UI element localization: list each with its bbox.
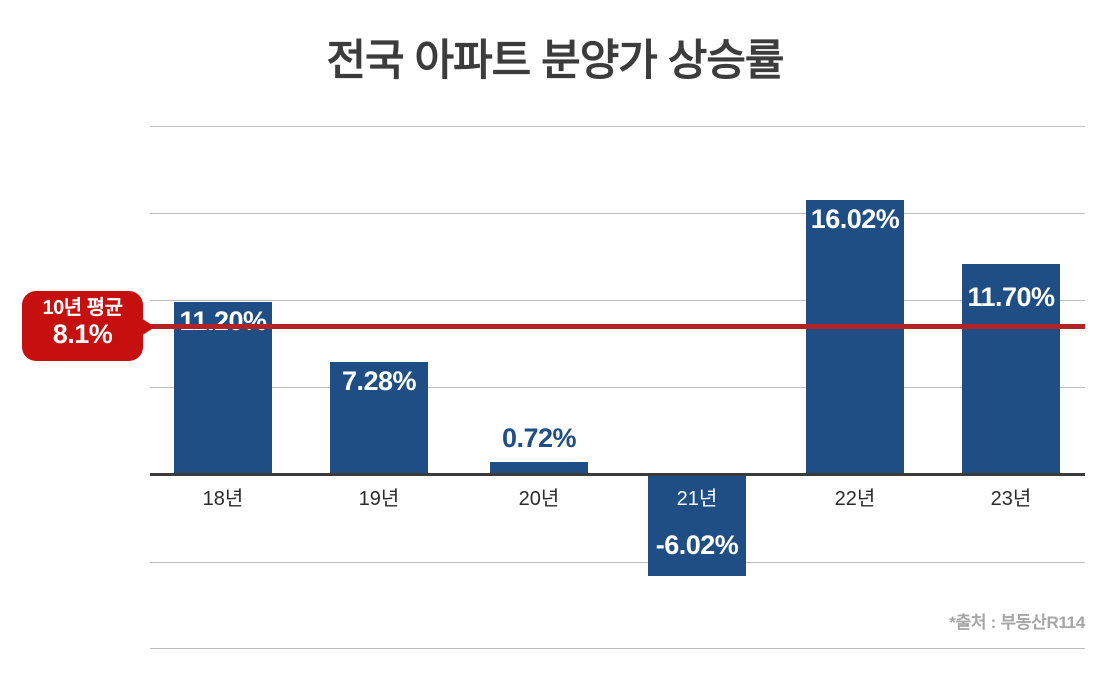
- gridline: [150, 300, 1085, 301]
- gridline: [150, 213, 1085, 214]
- average-badge-label: 10년 평균: [42, 297, 123, 319]
- bar[interactable]: [806, 200, 904, 473]
- bar[interactable]: [490, 462, 588, 473]
- gridline: [150, 648, 1085, 649]
- category-label: 23년: [990, 488, 1032, 510]
- bar-value-label: -6.02%: [655, 530, 739, 560]
- bar-group[interactable]: 21년 -6.02%: [648, 110, 746, 655]
- bar-value-label: 16.02%: [810, 204, 900, 234]
- bar-group[interactable]: 16.02% 22년: [806, 110, 904, 655]
- category-label: 21년: [676, 488, 718, 510]
- bar[interactable]: [648, 476, 746, 576]
- average-callout-badge: 10년 평균 8.1%: [22, 291, 143, 361]
- bar-group[interactable]: 11.20% 18년: [174, 110, 272, 655]
- callout-tail-icon: [141, 318, 155, 336]
- category-label: 20년: [518, 488, 560, 510]
- average-reference-line: [130, 324, 1085, 329]
- bar-group[interactable]: 11.70% 23년: [962, 110, 1060, 655]
- gridline: [150, 387, 1085, 388]
- bar-value-label: 0.72%: [501, 423, 577, 453]
- axis-baseline: [150, 473, 1085, 476]
- plot-area: 11.20% 18년 7.28% 19년 0.72% 20년 21년 -6.02…: [150, 110, 1085, 655]
- bar[interactable]: [962, 264, 1060, 473]
- page-title: 전국 아파트 분양가 상승률: [326, 37, 784, 85]
- bar-value-label: 11.70%: [967, 282, 1055, 312]
- bar[interactable]: [174, 302, 272, 473]
- average-badge-value: 8.1%: [52, 319, 113, 349]
- bar-series: 11.20% 18년 7.28% 19년 0.72% 20년 21년 -6.02…: [150, 110, 1085, 655]
- gridline: [150, 126, 1085, 127]
- bar-group[interactable]: 0.72% 20년: [490, 110, 588, 655]
- bar[interactable]: [330, 362, 428, 473]
- gridline: [150, 562, 1085, 563]
- bar-group[interactable]: 7.28% 19년: [330, 110, 428, 655]
- bar-value-label: 7.28%: [341, 366, 417, 396]
- bar-value-label: 11.20%: [179, 306, 267, 336]
- source-note: *출처 : 부동산R114: [949, 613, 1085, 632]
- category-label: 22년: [834, 488, 876, 510]
- category-label: 19년: [358, 488, 400, 510]
- category-label: 18년: [202, 488, 244, 510]
